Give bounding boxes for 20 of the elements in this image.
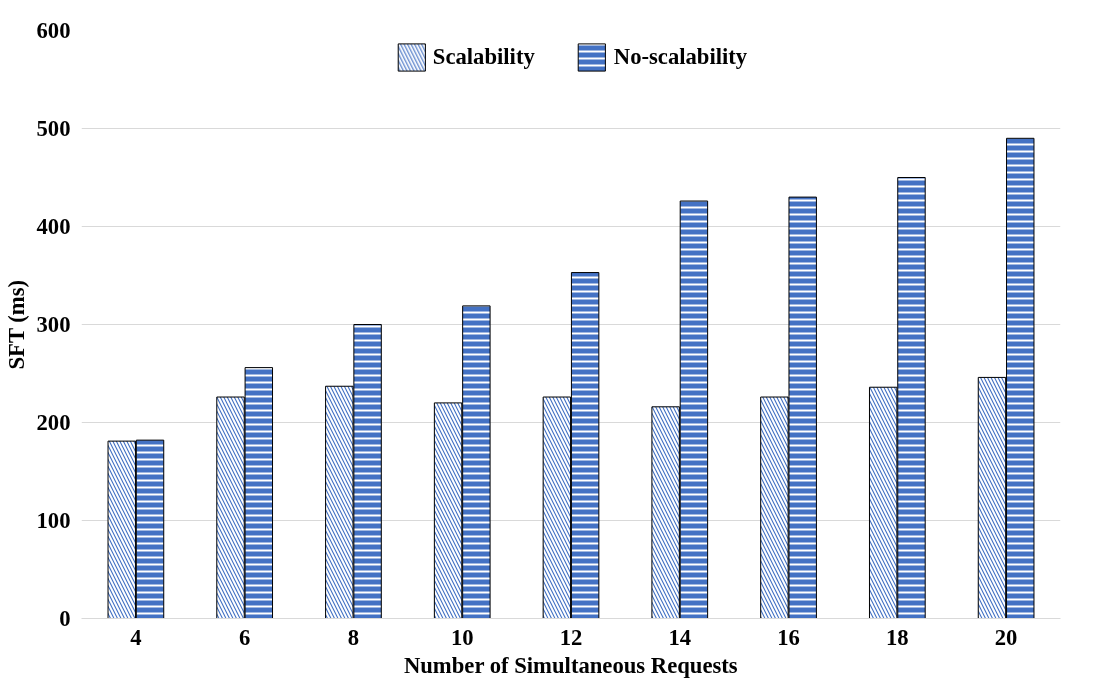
x-tick-label: 14 xyxy=(668,624,692,650)
y-tick-label: 200 xyxy=(36,410,71,435)
y-tick-label: 400 xyxy=(36,214,71,239)
x-tick-label: 18 xyxy=(886,624,909,650)
y-tick-label: 600 xyxy=(36,18,71,43)
x-tick-label: 12 xyxy=(559,624,583,650)
x-tick-label: 10 xyxy=(450,624,474,650)
x-axis-title: Number of Simultaneous Requests xyxy=(403,652,738,678)
y-tick-label: 100 xyxy=(36,508,71,533)
x-tick-label: 6 xyxy=(239,624,251,650)
legend-label: Scalability xyxy=(432,44,535,70)
legend-label: No-scalability xyxy=(613,44,748,70)
y-tick-label: 500 xyxy=(36,116,71,141)
x-tick-label: 16 xyxy=(777,624,800,650)
x-tick-label: 8 xyxy=(347,624,360,650)
y-tick-label: 300 xyxy=(36,312,71,337)
x-tick-label: 4 xyxy=(130,624,142,650)
y-axis-title: SFT (ms) xyxy=(3,279,29,370)
y-tick-label: 0 xyxy=(59,606,71,631)
x-tick-label: 20 xyxy=(994,624,1018,650)
